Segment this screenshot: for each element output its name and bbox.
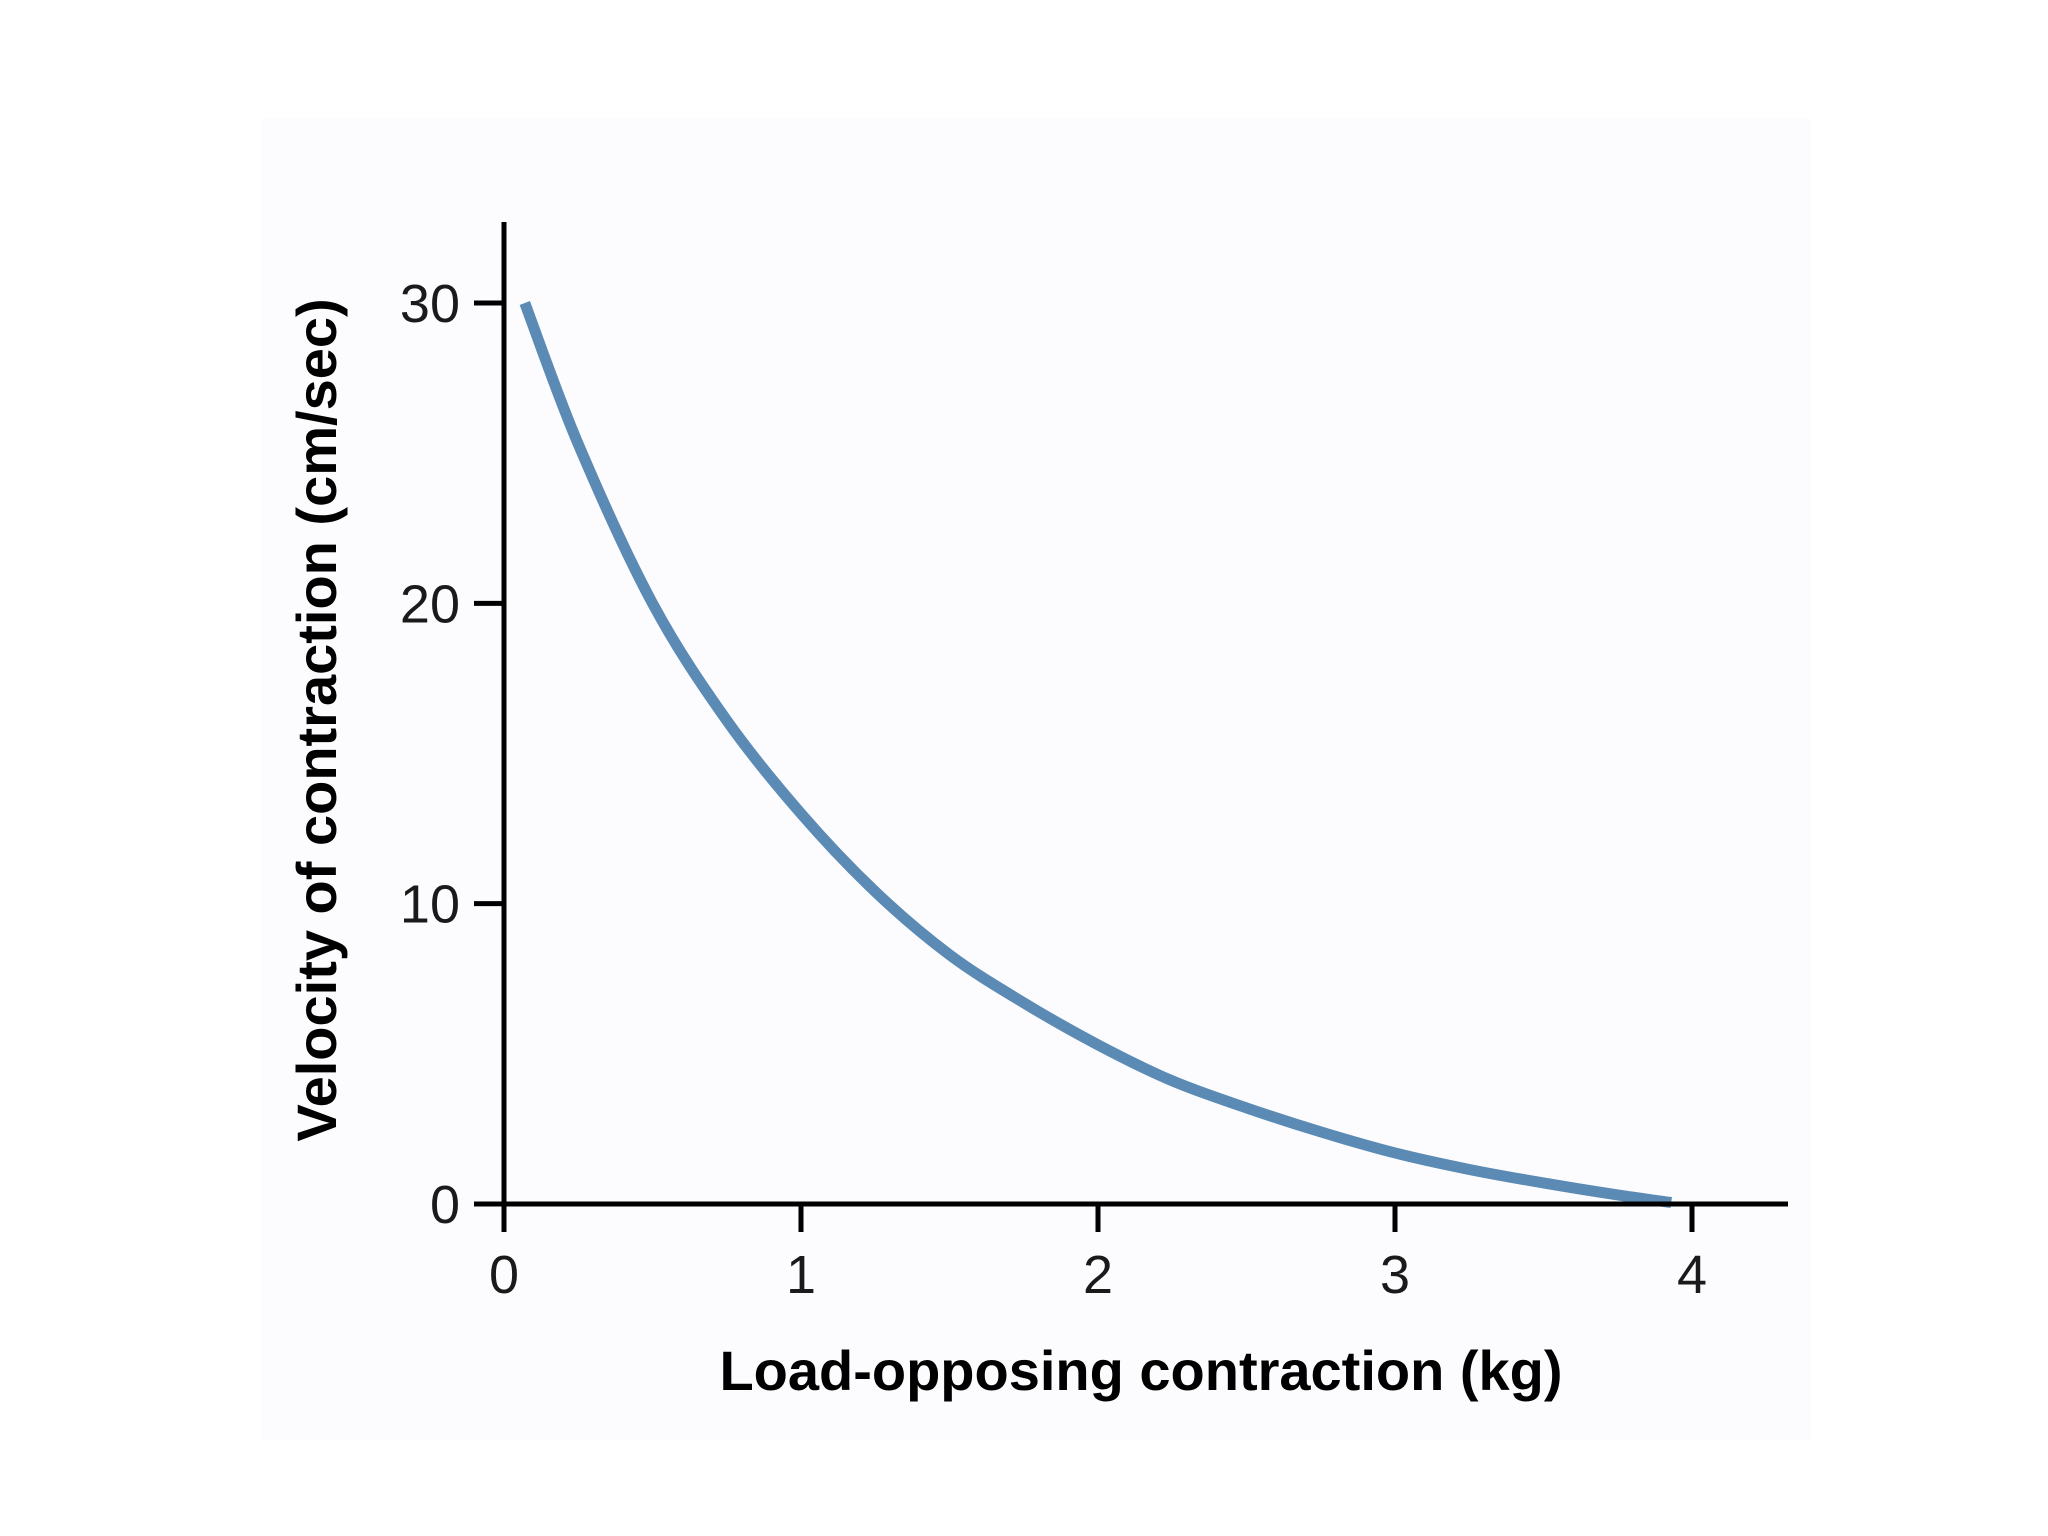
plot-background xyxy=(262,118,1810,1440)
x-tick-label: 1 xyxy=(786,1245,816,1305)
y-tick-label: 10 xyxy=(400,875,460,935)
series-layer xyxy=(519,301,1672,1208)
series-line-1 xyxy=(519,301,1672,1208)
x-tick-label: 4 xyxy=(1677,1245,1707,1305)
y-axis-title: Velocity of contraction (cm/sec) xyxy=(285,298,348,1141)
x-tick-label: 0 xyxy=(489,1245,519,1305)
y-tick-label: 20 xyxy=(400,574,460,634)
x-tick-label: 2 xyxy=(1083,1245,1113,1305)
y-ticks: 0 10 20 30 xyxy=(400,274,504,1235)
y-tick-label: 30 xyxy=(400,274,460,334)
x-ticks: 0 1 2 3 4 xyxy=(489,1204,1707,1305)
x-axis-title: Load-opposing contraction (kg) xyxy=(719,1339,1562,1402)
y-tick-label: 0 xyxy=(430,1175,460,1235)
x-tick-label: 3 xyxy=(1380,1245,1410,1305)
